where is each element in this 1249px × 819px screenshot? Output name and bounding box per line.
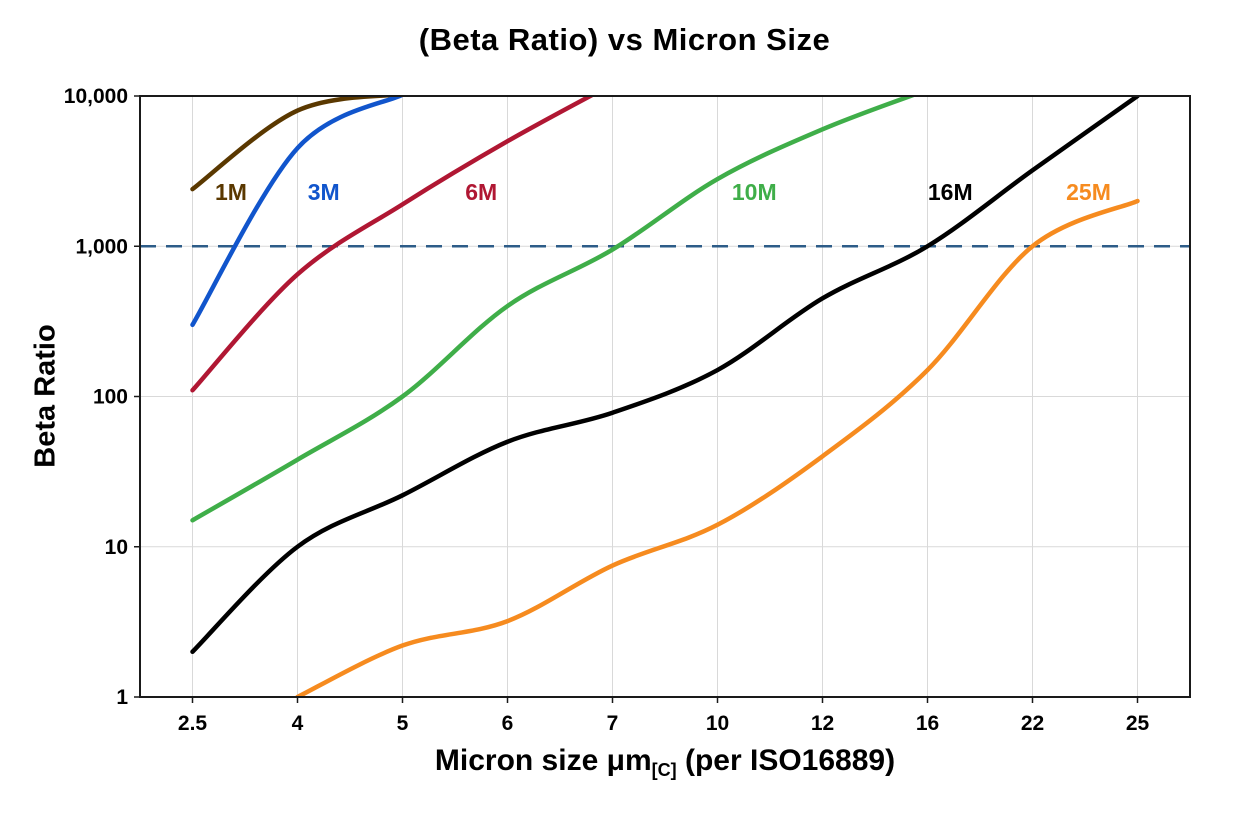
series-label-6M: 6M xyxy=(465,179,497,205)
x-axis-title-main: Micron size μm xyxy=(434,744,652,777)
x-tick-label: 2.5 xyxy=(178,712,208,735)
x-tick-label: 10 xyxy=(706,712,729,735)
series-lines xyxy=(190,96,1140,697)
series-label-1M: 1M xyxy=(215,179,247,205)
y-tick-label: 10 xyxy=(105,536,128,559)
series-label-3M: 3M xyxy=(308,179,340,205)
series-line-1M xyxy=(190,96,404,192)
x-tick-label: 25 xyxy=(1126,712,1150,735)
x-tick-label: 16 xyxy=(916,712,939,735)
x-tick-label: 6 xyxy=(502,712,514,735)
chart-title: (Beta Ratio) vs Micron Size xyxy=(418,22,831,57)
series-line-25M xyxy=(295,198,1140,697)
y-tick-label: 1,000 xyxy=(75,235,128,258)
y-tick-label: 1 xyxy=(116,686,128,709)
x-tick-label: 12 xyxy=(811,712,834,735)
series-label-25M: 25M xyxy=(1066,179,1111,205)
series-line-16M xyxy=(190,96,1140,655)
y-tick-label: 10,000 xyxy=(64,85,128,108)
y-tick-label: 100 xyxy=(93,386,128,409)
x-tick-label: 7 xyxy=(607,712,619,735)
x-axis-title-subscript: [C] xyxy=(651,760,677,780)
x-tick-label: 5 xyxy=(397,712,409,735)
series-line-10M xyxy=(190,96,918,523)
x-tick-label: 4 xyxy=(292,712,304,735)
series-label-16M: 16M xyxy=(928,179,973,205)
gridlines xyxy=(140,95,1190,697)
series-line-3M xyxy=(190,96,405,328)
x-axis-title-rest: (per ISO16889) xyxy=(684,744,896,777)
x-tick-label: 22 xyxy=(1021,712,1044,735)
series-line-6M xyxy=(190,96,596,393)
x-axis-title: Micron size μm[C] (per ISO16889) xyxy=(140,744,1190,780)
series-label-10M: 10M xyxy=(732,179,777,205)
